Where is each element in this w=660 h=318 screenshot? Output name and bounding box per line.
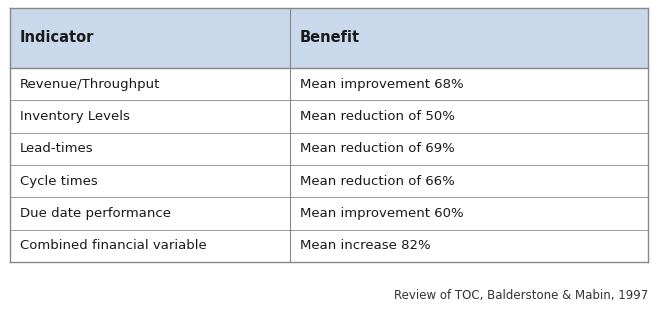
Text: Combined financial variable: Combined financial variable — [20, 239, 207, 252]
Text: Due date performance: Due date performance — [20, 207, 171, 220]
Text: Mean improvement 68%: Mean improvement 68% — [300, 78, 463, 91]
Text: Mean improvement 60%: Mean improvement 60% — [300, 207, 463, 220]
Text: Indicator: Indicator — [20, 31, 94, 45]
Bar — [10, 8, 648, 68]
Text: Cycle times: Cycle times — [20, 175, 98, 188]
Text: Mean reduction of 69%: Mean reduction of 69% — [300, 142, 455, 155]
Text: Review of TOC, Balderstone & Mabin, 1997: Review of TOC, Balderstone & Mabin, 1997 — [394, 288, 648, 301]
Text: Inventory Levels: Inventory Levels — [20, 110, 130, 123]
Text: Mean reduction of 50%: Mean reduction of 50% — [300, 110, 455, 123]
Text: Lead-times: Lead-times — [20, 142, 94, 155]
Text: Benefit: Benefit — [300, 31, 360, 45]
Text: Mean increase 82%: Mean increase 82% — [300, 239, 430, 252]
Text: Mean reduction of 66%: Mean reduction of 66% — [300, 175, 455, 188]
Text: Revenue/Throughput: Revenue/Throughput — [20, 78, 160, 91]
